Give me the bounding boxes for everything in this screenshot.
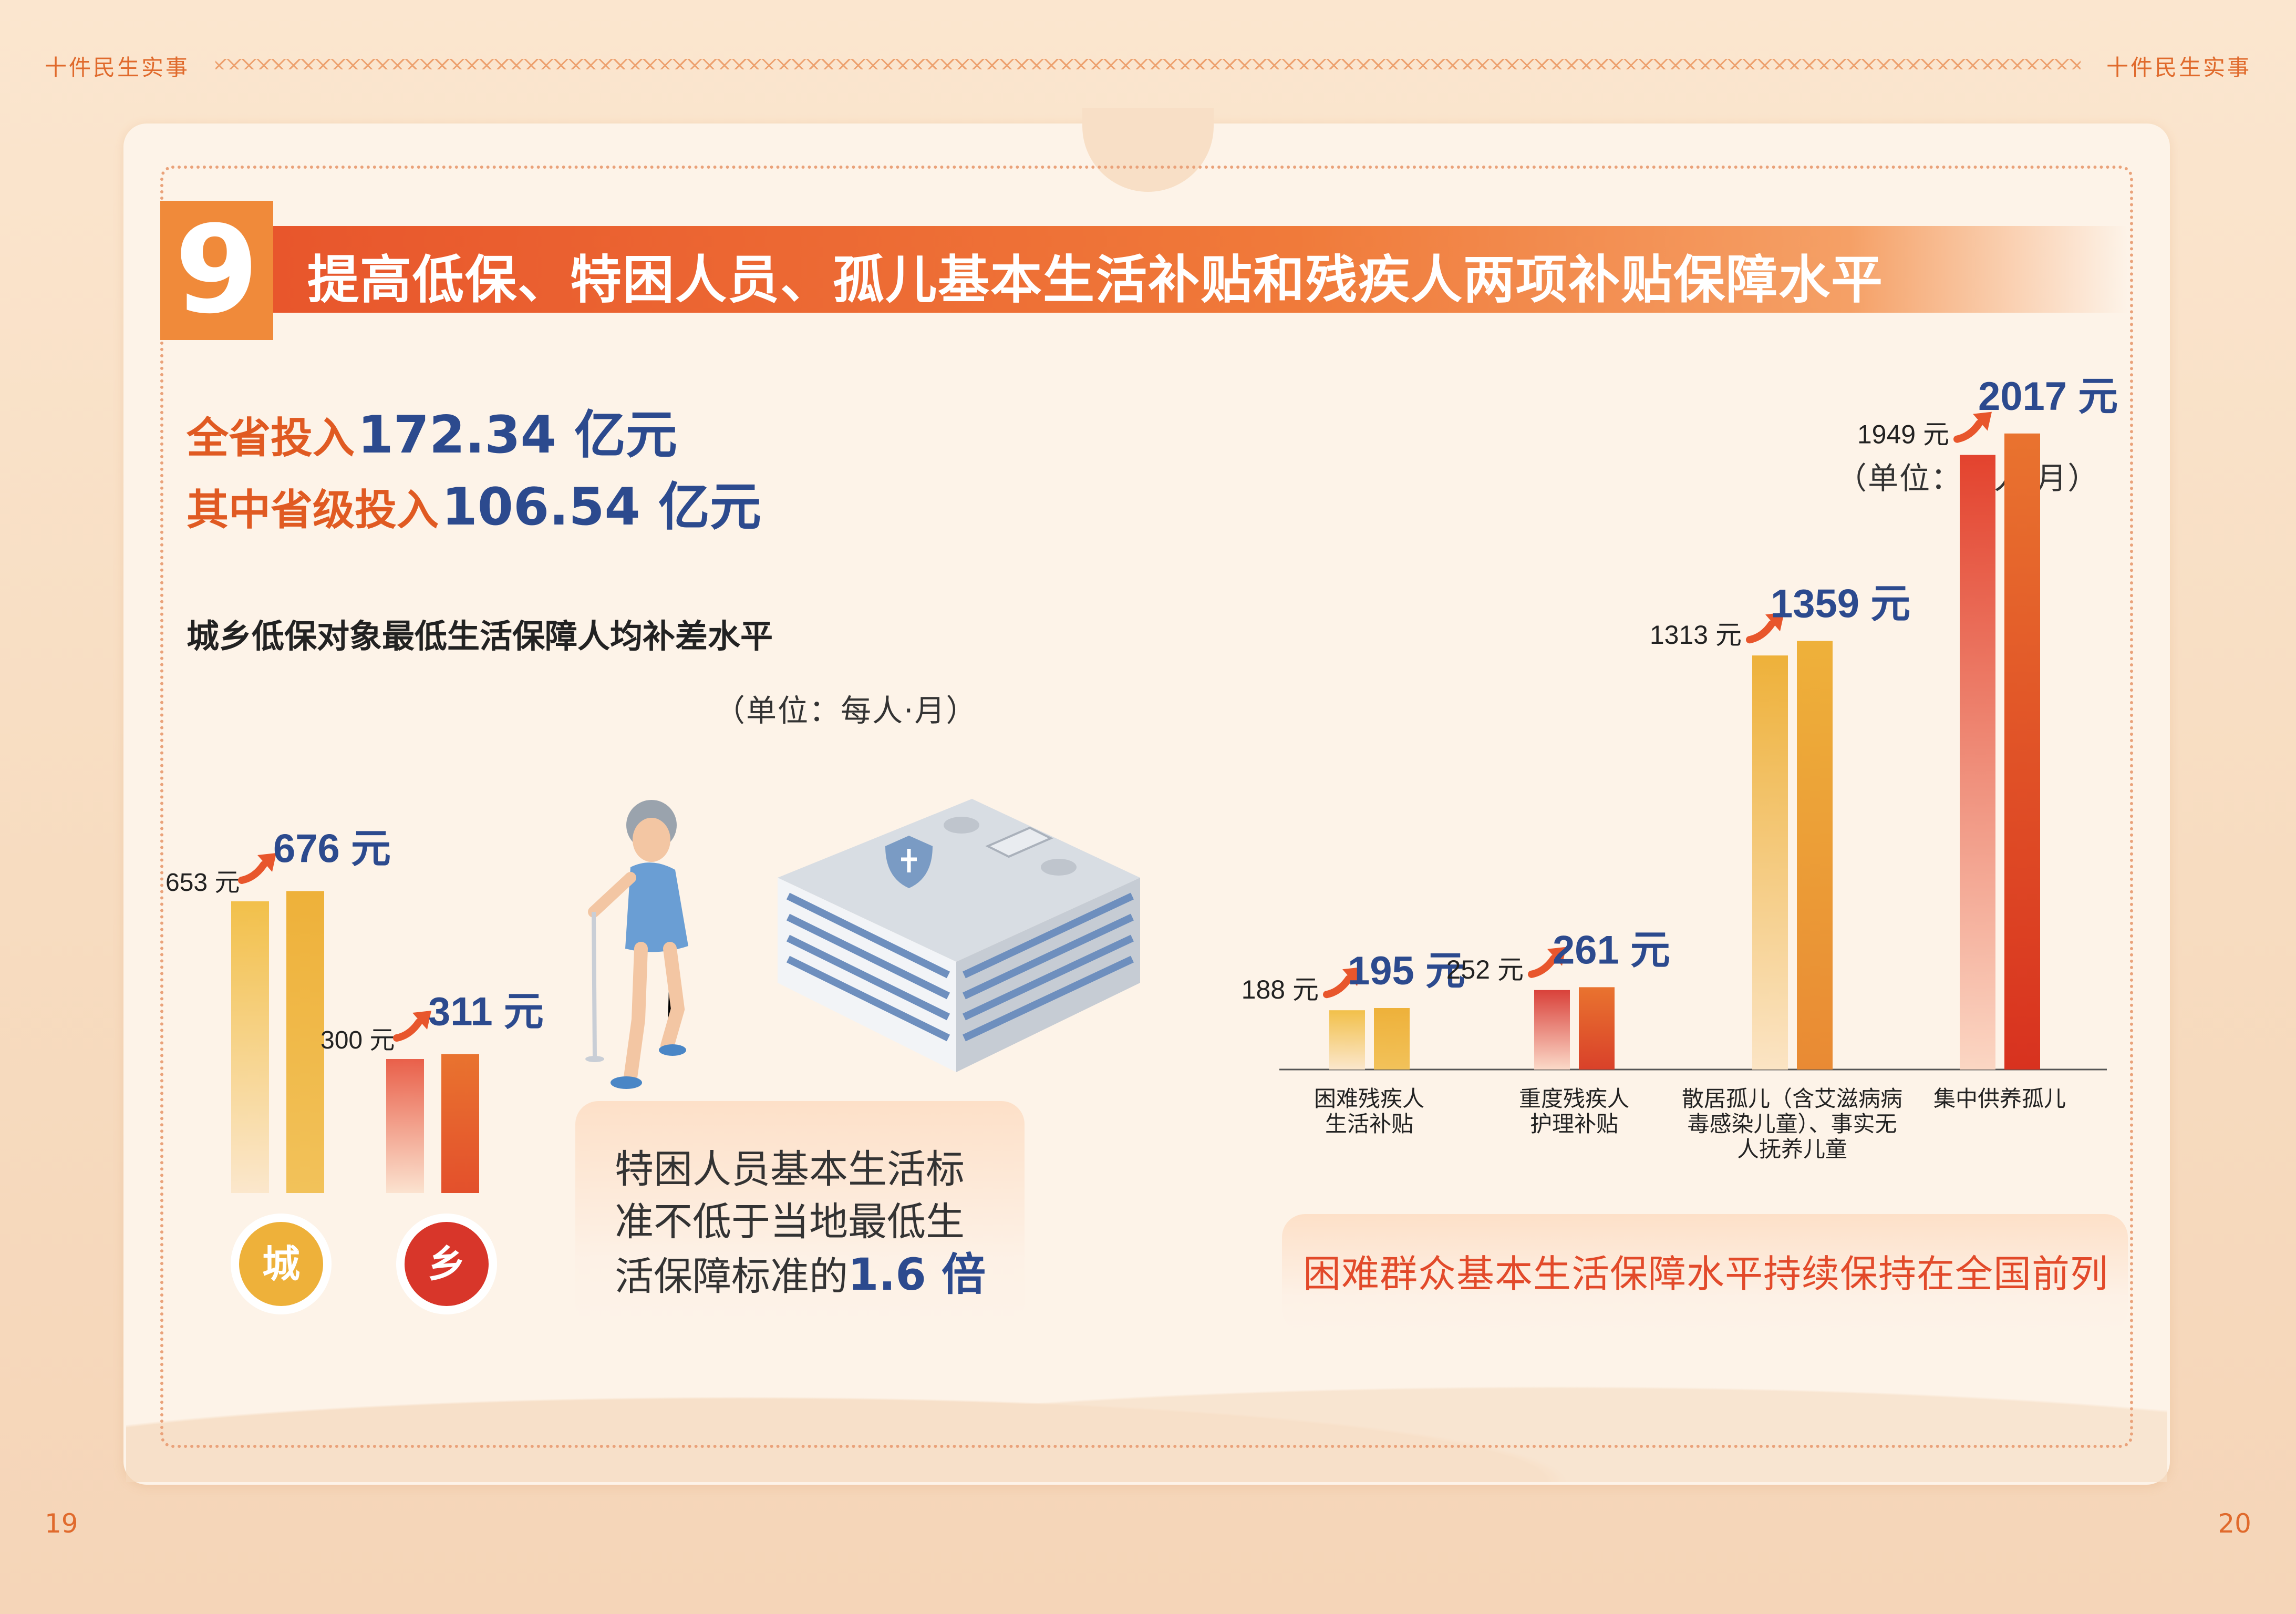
label-new-1: 311 元 (428, 990, 544, 1034)
label-new-2: 1359 元 (1771, 582, 1910, 626)
header-left: 十件民生实事 (45, 55, 190, 80)
tekun-multiple: 1.6 倍 (848, 1249, 986, 1300)
bar-new-1 (441, 1054, 479, 1193)
arrow-1 (1528, 954, 1557, 978)
arrow-3-head (1973, 412, 1992, 431)
tekun-line-1: 特困人员基本生活标 (615, 1147, 965, 1192)
tekun-callout: 特困人员基本生活标 准不低于当地最低生 活保障标准的1.6 倍 (575, 1101, 1025, 1327)
category-label-2-2: 人抚养儿童 (1737, 1136, 1847, 1162)
badge-urban: 城 (239, 1222, 323, 1306)
elderly-woman-with-cane-icon (585, 800, 688, 1089)
arrow-3 (1953, 419, 1983, 443)
tekun-callout-text: 特困人员基本生活标 准不低于当地最低生 活保障标准的1.6 倍 (615, 1143, 993, 1303)
page-number-right: 20 (2218, 1508, 2251, 1539)
header-decorative-line (215, 59, 2081, 69)
total-investment-value: 172.34 亿元 (357, 405, 677, 465)
section-title-bar (273, 226, 2128, 313)
provincial-investment-value: 106.54 亿元 (441, 477, 761, 537)
bar-new-2 (1797, 641, 1833, 1070)
section-number: 9 (160, 201, 273, 340)
label-old-1: 252 元 (1446, 955, 1524, 984)
arrow-2 (1746, 620, 1775, 644)
background-mountains (126, 1335, 2167, 1482)
bar-old-1 (386, 1059, 424, 1193)
category-label-1-0: 重度残疾人 (1519, 1086, 1629, 1112)
bar-old-0 (231, 901, 269, 1193)
label-old-1: 300 元 (320, 1026, 395, 1054)
category-label-2-1: 毒感染儿童）、事实无 (1687, 1111, 1897, 1137)
total-investment-label: 全省投入 (187, 414, 355, 462)
arrow-2-head (1765, 612, 1784, 632)
arrow-0-head (257, 852, 276, 872)
front-callout-text: 困难群众基本生活保障水平持续保持在全国前列 (1303, 1252, 2109, 1296)
category-label-1-1: 护理补贴 (1530, 1111, 1618, 1137)
provincial-investment: 其中省级投入 106.54 亿元 (187, 465, 761, 540)
bar-old-3 (1960, 455, 1995, 1070)
badge-rural: 乡 (405, 1222, 489, 1306)
category-label-2-0: 散居孤儿（含艾滋病病 (1682, 1086, 1902, 1112)
bar-old-1 (1534, 990, 1570, 1070)
dotted-frame (160, 166, 2133, 1448)
label-old-0: 653 元 (166, 869, 240, 897)
front-callout: 困难群众基本生活保障水平持续保持在全国前列 (1282, 1214, 2128, 1332)
chart1-unit: （单位：每人·月） (715, 693, 978, 728)
chart1-title: 城乡低保对象最低生活保障人均补差水平 (187, 617, 773, 655)
arrow-0 (1323, 975, 1352, 999)
tekun-line-3: 活保障标准的 (615, 1254, 848, 1299)
page-number-left: 19 (45, 1508, 78, 1539)
label-new-1: 261 元 (1553, 928, 1670, 972)
care-building-shield-icon (778, 799, 1140, 1072)
category-label-0-1: 生活补贴 (1325, 1111, 1413, 1137)
provincial-investment-label: 其中省级投入 (187, 486, 439, 534)
label-old-3: 1949 元 (1857, 420, 1949, 449)
arrow-1 (393, 1019, 422, 1042)
bar-new-0 (1374, 1008, 1410, 1070)
arrow-1-head (412, 1011, 431, 1030)
bar-old-0 (1329, 1010, 1365, 1070)
arrow-1-head (1547, 947, 1566, 966)
header-right: 十件民生实事 (2106, 55, 2251, 80)
category-label-0-0: 困难残疾人 (1314, 1086, 1424, 1112)
label-new-0: 676 元 (273, 826, 391, 871)
tekun-line-2: 准不低于当地最低生 (615, 1199, 965, 1245)
category-label-3-0: 集中供养孤儿 (1933, 1086, 2066, 1112)
arrow-0 (238, 860, 267, 884)
label-old-2: 1313 元 (1650, 620, 1742, 650)
bar-old-2 (1752, 655, 1788, 1070)
total-investment: 全省投入 172.34 亿元 (187, 393, 677, 468)
bar-new-3 (2004, 433, 2040, 1070)
bar-new-1 (1579, 987, 1615, 1070)
label-new-3: 2017 元 (1978, 374, 2118, 419)
bar-new-0 (286, 891, 324, 1193)
label-old-0: 188 元 (1242, 975, 1319, 1004)
section-title: 提高低保、特困人员、孤儿基本生活补贴和残疾人两项补贴保障水平 (307, 250, 1884, 310)
arrow-0-head (1342, 967, 1361, 986)
label-new-0: 195 元 (1348, 949, 1465, 993)
